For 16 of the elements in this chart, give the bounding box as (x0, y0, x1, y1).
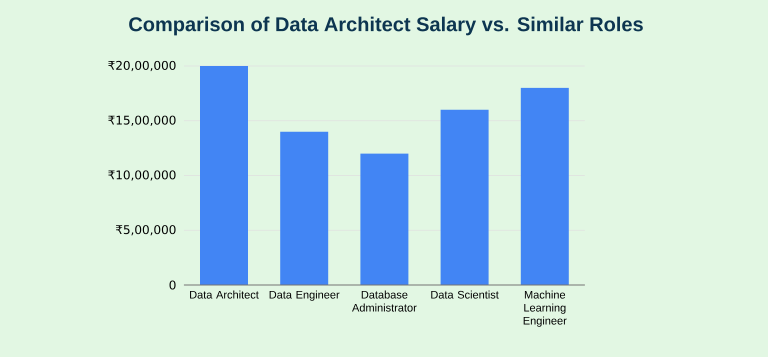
x-tick-label: Database Administrator (352, 290, 417, 312)
bar (520, 88, 569, 285)
bar (440, 110, 489, 285)
x-tick-label: Machine Learning Engineer (524, 290, 567, 327)
chart-title: Comparison of Data Architect Salary vs. Similar Roles (129, 16, 643, 36)
bar (360, 154, 408, 285)
y-tick-label: ₹15,00,000 (108, 116, 176, 126)
x-tick-label: Data Scientist (431, 290, 499, 299)
bar (280, 132, 328, 285)
bar (200, 66, 248, 285)
y-tick-label: ₹20,00,000 (108, 60, 176, 72)
y-tick-label: ₹10,00,000 (108, 170, 176, 181)
x-tick-label: Data Engineer (270, 290, 340, 301)
x-tick-label: Data Architect (190, 290, 259, 299)
y-tick-label: ₹5,00,000 (116, 225, 176, 236)
y-tick-label: 0 (170, 280, 176, 290)
